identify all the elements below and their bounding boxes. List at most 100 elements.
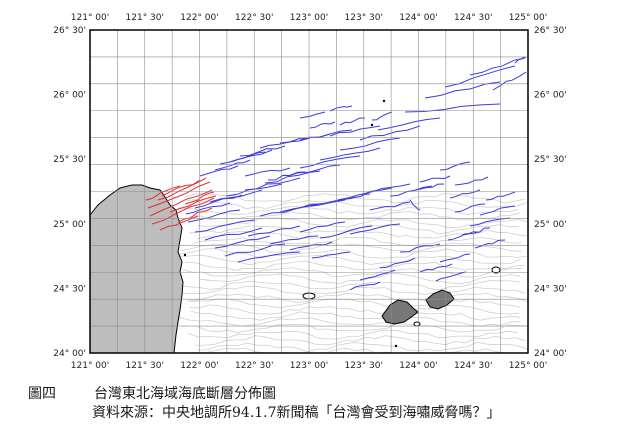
fault-line-blue [311, 251, 351, 259]
longitude-label: 122° 00' [180, 361, 218, 371]
fault-line-blue [361, 183, 411, 195]
longitude-label: 125° 00' [509, 13, 547, 23]
longitude-label: 124° 00' [399, 361, 437, 371]
fault-line-blue [204, 227, 263, 241]
map-frame [89, 29, 529, 354]
figure-title: 台灣東北海域海底斷層分佈圖 [94, 386, 276, 402]
bathymetry-contour [197, 322, 528, 334]
fault-line-red [159, 215, 199, 231]
fault-line-blue [319, 225, 373, 239]
bathymetry-contour [170, 254, 521, 266]
bathymetry-contour [180, 280, 521, 291]
bathymetry-contour [197, 341, 528, 353]
fault-line-blue [349, 281, 381, 291]
fault-line-blue [319, 193, 371, 205]
fault-line-blue [474, 239, 506, 249]
bathymetry-contour [190, 310, 521, 321]
longitude-label: 122° 00' [180, 13, 218, 23]
bathymetry-contour [186, 199, 527, 210]
longitude-label: 121° 00' [71, 361, 109, 371]
fault-line-blue [299, 155, 361, 169]
fault-line-blue [214, 235, 271, 249]
fault-line-blue [187, 209, 241, 223]
longitude-label: 121° 30' [126, 13, 164, 23]
fault-line-blue [377, 117, 441, 131]
fault-line-blue [454, 176, 489, 186]
bathymetry-contour [199, 273, 521, 285]
fault-line-blue [329, 125, 381, 137]
longitude-label: 124° 00' [399, 13, 437, 23]
bathymetry-contour [186, 347, 527, 354]
fault-line-blue [269, 235, 319, 245]
fault-line-blue [439, 161, 471, 171]
fault-lines-blue [185, 56, 527, 291]
bottom-longitude-labels: 121° 00' 121° 30' 122° 00' 122° 30' 123° 00'… [71, 361, 547, 371]
fault-line-red [147, 181, 211, 209]
taiwan-landmass [89, 184, 184, 354]
island-dot-2 [370, 123, 374, 127]
fault-line-blue [299, 221, 346, 233]
latitude-label: 26° 00' [53, 91, 86, 101]
fault-line-blue [339, 137, 401, 151]
fault-line-blue [469, 57, 526, 76]
fault-line-blue [419, 263, 453, 273]
fault-line-blue [454, 203, 486, 213]
fault-line-blue [379, 257, 416, 269]
longitude-label: 122° 30' [235, 361, 273, 371]
fault-line-blue [247, 225, 301, 237]
fault-line-blue [229, 151, 266, 163]
fault-line-blue [264, 170, 321, 184]
figure-label: 圖四 [28, 386, 56, 402]
fault-line-red [177, 207, 213, 223]
longitude-label: 123° 00' [290, 361, 328, 371]
lat-lon-grid [90, 30, 528, 353]
longitude-label: 123° 30' [345, 361, 383, 371]
latitude-label: 26° 30' [53, 26, 86, 36]
fault-line-blue [414, 183, 445, 191]
fault-line-blue [185, 202, 231, 215]
fault-line-blue [339, 187, 393, 201]
fault-line-blue [329, 105, 353, 112]
fault-line-blue [479, 205, 516, 216]
fault-line-blue [279, 199, 346, 213]
fault-line-blue [339, 117, 366, 126]
fault-line-blue [439, 253, 471, 263]
fault-line-blue [419, 175, 451, 183]
right-latitude-labels: 26° 30' 26° 00' 25° 30' 25° 00' 24° 30' 24° 0… [534, 26, 567, 359]
bathymetry-contour [189, 304, 520, 315]
longitude-label: 125° 00' [509, 361, 547, 371]
fault-line-blue [299, 111, 326, 119]
fault-line-red [145, 185, 181, 201]
left-latitude-labels: 26° 30' 26° 00' 25° 30' 25° 00' 24° 30' 24° 0… [53, 26, 86, 359]
bathymetry-contour [178, 206, 519, 215]
bathymetry-contour [187, 329, 519, 340]
fault-line-blue [371, 111, 393, 121]
island-dot-3 [394, 344, 398, 348]
bathymetry-contour [195, 335, 526, 346]
fault-line-red [149, 189, 213, 217]
fault-line-blue [259, 203, 321, 217]
longitude-label: 123° 30' [345, 13, 383, 23]
fault-line-blue [267, 171, 306, 181]
bathymetry-contour [187, 292, 528, 303]
bathymetry-contour [189, 210, 520, 221]
island-dot-1 [382, 99, 386, 103]
fault-line-red [151, 197, 215, 225]
fault-line-blue [259, 137, 311, 149]
bathymetry-contour [182, 267, 523, 278]
fault-line-blue [461, 227, 491, 236]
latitude-label: 25° 30' [53, 155, 86, 165]
longitude-label: 122° 30' [235, 13, 273, 23]
fault-line-blue [514, 56, 527, 64]
bathymetry-contour [184, 260, 525, 271]
fault-line-blue [444, 65, 516, 88]
figure-caption-title: 圖四 台灣東北海域海底斷層分佈圖 [28, 383, 276, 403]
fault-line-blue [389, 185, 433, 197]
bathymetry-contour [197, 217, 528, 229]
longitude-label: 123° 00' [290, 13, 328, 23]
latitude-label: 24° 00' [53, 349, 86, 359]
latitude-label: 25° 00' [53, 220, 86, 230]
latitude-label: 25° 00' [534, 220, 567, 230]
bathymetry-contour [190, 298, 521, 309]
